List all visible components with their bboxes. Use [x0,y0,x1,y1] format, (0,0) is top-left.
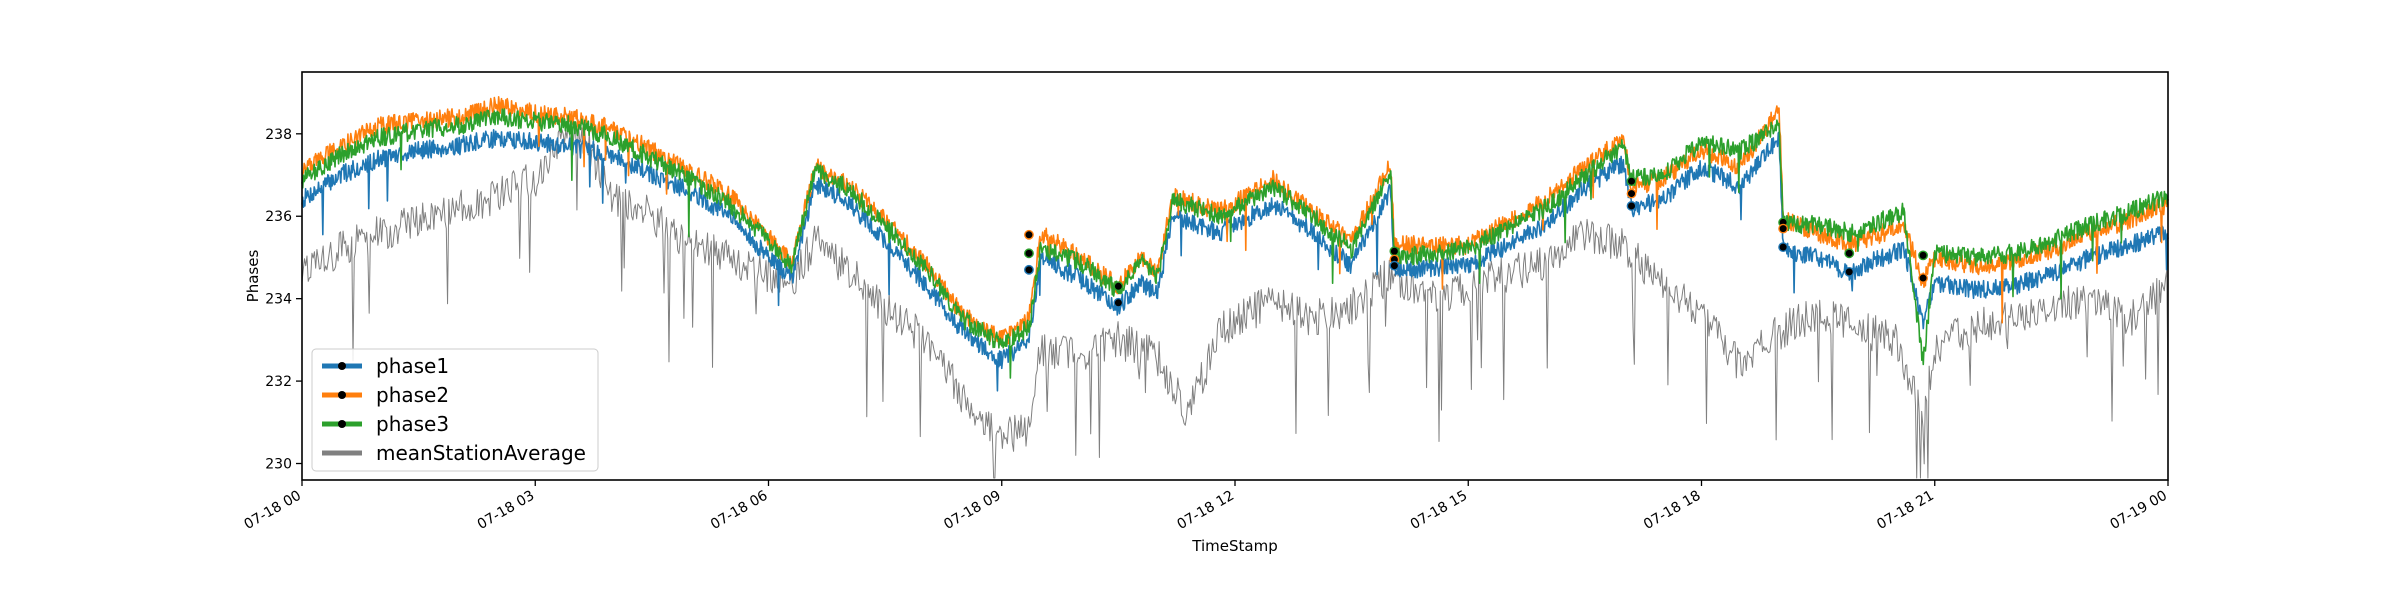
y-axis-label: Phases [244,250,262,303]
series-line-phase1 [301,129,2169,392]
y-tick-label: 232 [265,374,292,390]
data-point-marker [1389,260,1400,271]
y-tick-label: 230 [265,457,292,473]
legend-label-meanStationAverage: meanStationAverage [376,441,586,465]
series-line-phase3 [301,108,2169,379]
x-axis-label: TimeStamp [1191,537,1277,555]
legend-label-phase1: phase1 [376,354,449,378]
legend-label-phase2: phase2 [376,383,449,407]
legend-marker [338,391,346,399]
legend-box [311,348,599,472]
y-tick-label: 234 [265,292,292,308]
y-axis: 230 232 234 236 238 [265,127,302,473]
data-point-marker [1024,248,1034,259]
data-point-marker [1918,273,1928,283]
series-layer [301,95,2169,479]
marker-layer [1024,176,1928,308]
data-point-marker [1113,281,1124,292]
legend-label-phase3: phase3 [376,412,449,436]
data-point-marker [1844,248,1855,259]
data-point-marker [1626,188,1637,199]
data-point-marker [1778,242,1789,253]
data-point-marker [1024,229,1034,240]
data-point-marker [1389,246,1400,257]
data-point-marker [1918,250,1928,261]
legend: phase1 phase2 phase3 meanStationAverage [311,348,599,472]
y-tick-label: 236 [265,209,292,225]
data-point-marker [1113,297,1124,308]
data-point-marker [1778,223,1789,234]
data-point-marker [1844,266,1855,277]
data-point-marker [1626,176,1637,187]
legend-marker [338,420,346,428]
data-point-marker [1626,201,1637,211]
legend-marker [338,362,346,370]
data-point-marker [1024,264,1034,275]
y-tick-label: 238 [265,127,292,143]
series-line-meanStationAverage [301,119,2169,479]
